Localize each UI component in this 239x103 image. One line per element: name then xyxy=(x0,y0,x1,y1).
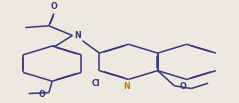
Text: N: N xyxy=(123,82,130,91)
Text: O: O xyxy=(39,90,45,99)
Text: O: O xyxy=(50,2,57,11)
Text: N: N xyxy=(74,31,81,40)
Text: Cl: Cl xyxy=(92,79,100,88)
Text: O: O xyxy=(179,82,186,91)
